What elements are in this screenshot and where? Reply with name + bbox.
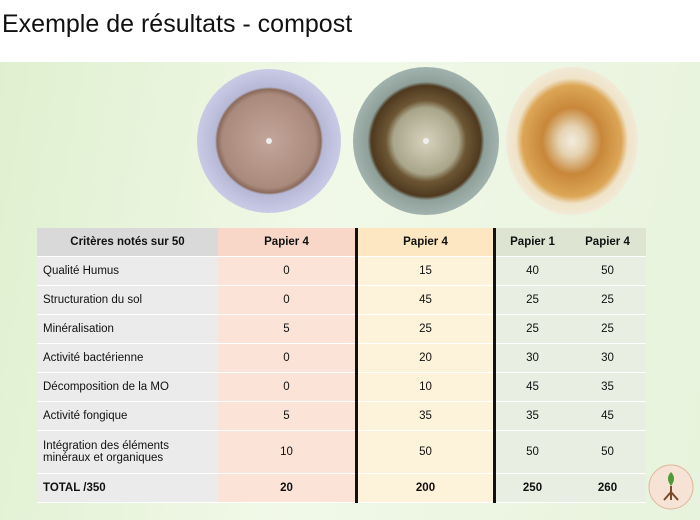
table-row: Minéralisation 5 25 25 25 <box>37 314 646 344</box>
table-cell: 5 <box>218 314 357 344</box>
table-cell: 50 <box>569 256 646 286</box>
table-cell: 25 <box>569 285 646 315</box>
table-cell: 10 <box>355 372 495 402</box>
table-cell: 50 <box>569 430 646 474</box>
table-cell: Décomposition de la MO <box>37 372 218 402</box>
table-cell: 25 <box>493 285 569 315</box>
table-cell: 15 <box>355 256 495 286</box>
logo <box>648 464 694 510</box>
header-row: Critères notés sur 50 Papier 4 Papier 4 Pap… <box>37 228 646 257</box>
chromatogram-image <box>506 67 638 215</box>
chromatogram-image <box>353 67 499 215</box>
table-row: Activité fongique 5 35 35 45 <box>37 401 646 431</box>
table-cell: Structuration du sol <box>37 285 218 315</box>
table-cell: Qualité Humus <box>37 256 218 286</box>
table-row: Décomposition de la MO 0 10 45 35 <box>37 372 646 402</box>
table-row: Activité bactérienne 0 20 30 30 <box>37 343 646 373</box>
table-cell: 30 <box>493 343 569 373</box>
results-table: Critères notés sur 50 Papier 4 Papier 4 Pap… <box>37 228 646 503</box>
table-cell: 20 <box>355 343 495 373</box>
column-header: Papier 4 <box>218 228 357 257</box>
table-cell: Activité fongique <box>37 401 218 431</box>
table-cell: Intégration des éléments minéraux et org… <box>37 430 218 474</box>
table-cell: 10 <box>218 430 357 474</box>
chromatogram-image <box>197 69 341 213</box>
table-cell: 20 <box>218 473 357 503</box>
table-row: Intégration des éléments minéraux et org… <box>37 430 646 474</box>
table-cell: 250 <box>493 473 569 503</box>
table-cell: 45 <box>355 285 495 315</box>
table-cell: Minéralisation <box>37 314 218 344</box>
table-cell: 0 <box>218 372 357 402</box>
column-header: Papier 1 <box>493 228 569 257</box>
slide-title: Exemple de résultats - compost <box>2 10 353 38</box>
table-cell: 35 <box>355 401 495 431</box>
table-cell: 50 <box>355 430 495 474</box>
table-cell: 5 <box>218 401 357 431</box>
table-row: Qualité Humus 0 15 40 50 <box>37 256 646 286</box>
table-cell: 50 <box>493 430 569 474</box>
table-row: Structuration du sol 0 45 25 25 <box>37 285 646 315</box>
table-cell: 30 <box>569 343 646 373</box>
table-cell: 35 <box>569 372 646 402</box>
column-header: Critères notés sur 50 <box>37 228 218 257</box>
table-cell: 25 <box>569 314 646 344</box>
table-cell: 35 <box>493 401 569 431</box>
table-cell: 45 <box>493 372 569 402</box>
table-cell: 25 <box>355 314 495 344</box>
table-cell: Activité bactérienne <box>37 343 218 373</box>
table-cell: TOTAL /350 <box>37 473 218 503</box>
table-cell: 200 <box>355 473 495 503</box>
table-cell: 40 <box>493 256 569 286</box>
table-cell: 25 <box>493 314 569 344</box>
table-cell: 260 <box>569 473 646 503</box>
column-header: Papier 4 <box>355 228 495 257</box>
table-row: TOTAL /350 20 200 250 260 <box>37 473 646 503</box>
column-header: Papier 4 <box>569 228 646 257</box>
table-cell: 0 <box>218 256 357 286</box>
table-cell: 0 <box>218 343 357 373</box>
table-cell: 0 <box>218 285 357 315</box>
table-cell: 45 <box>569 401 646 431</box>
